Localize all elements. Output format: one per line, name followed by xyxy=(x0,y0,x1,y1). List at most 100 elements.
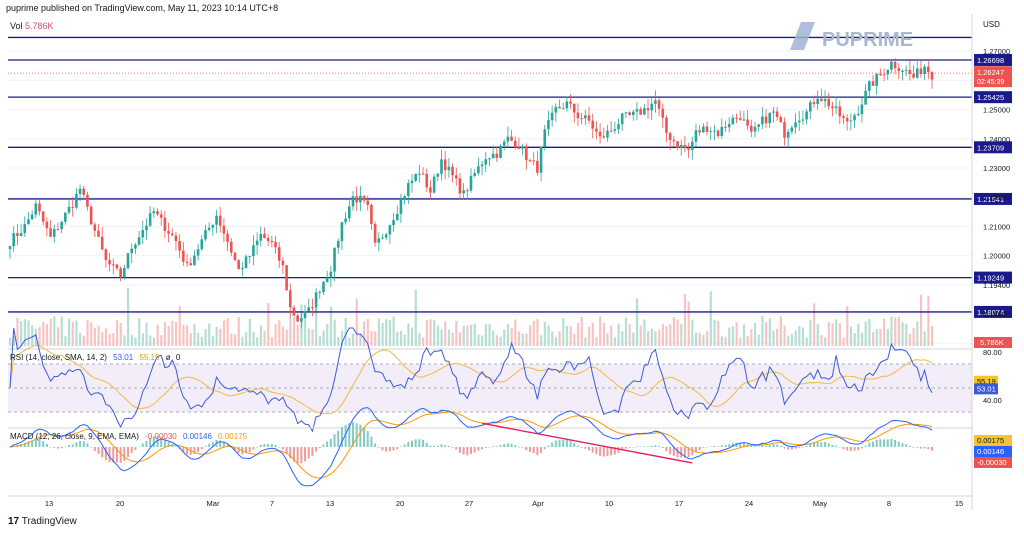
volume-bar xyxy=(31,325,34,346)
volume-bar xyxy=(871,331,875,346)
volume-bar xyxy=(798,326,801,346)
price-tick-label: 1.27000 xyxy=(983,47,1010,56)
candle-body xyxy=(403,196,406,200)
macd-histogram-bar xyxy=(433,445,436,447)
volume-bar xyxy=(82,335,85,346)
macd-histogram-bar xyxy=(919,447,922,449)
rsi-ma-tag-label: 55.19 xyxy=(977,377,996,386)
macd-histogram-bar xyxy=(237,447,240,453)
published-caption: puprime published on TradingView.com, Ma… xyxy=(6,3,279,13)
macd-histogram-bar xyxy=(820,441,823,447)
macd-histogram-bar xyxy=(79,440,82,447)
macd-histogram-bar xyxy=(742,442,745,447)
candle-body xyxy=(897,68,901,72)
candle-body xyxy=(384,234,388,238)
macd-histogram-bar xyxy=(123,447,126,461)
macd-histogram-bar xyxy=(883,439,886,447)
volume-bar xyxy=(333,319,336,346)
volume-bar xyxy=(750,329,753,346)
volume-bar xyxy=(506,324,510,346)
candle-body xyxy=(797,120,801,123)
macd-histogram-bar xyxy=(503,444,506,447)
volume-bar xyxy=(152,337,156,346)
macd-histogram-bar xyxy=(495,446,498,447)
candle-body xyxy=(266,237,270,241)
volume-bar xyxy=(669,324,672,346)
macd-histogram-bar xyxy=(554,440,557,447)
macd-histogram-bar xyxy=(739,442,742,447)
macd-histogram-bar xyxy=(222,441,225,447)
candle-body xyxy=(303,311,307,319)
volume-bar xyxy=(296,324,299,346)
macd-histogram-bar xyxy=(632,447,635,448)
volume-bar xyxy=(488,323,491,346)
candle-body xyxy=(64,212,67,222)
volume-bar xyxy=(410,327,414,346)
macd-histogram-bar xyxy=(610,447,613,456)
price-tick-label: 1.23000 xyxy=(983,164,1010,173)
candle-body xyxy=(388,225,392,235)
macd-histogram-bar xyxy=(425,442,428,447)
volume-bar xyxy=(53,316,56,346)
macd-histogram-bar xyxy=(765,445,768,447)
volume-bar xyxy=(680,323,683,346)
macd-histogram-bar xyxy=(208,443,211,447)
macd-histogram-bar xyxy=(639,446,642,448)
volume-bar xyxy=(326,323,329,346)
candle-body xyxy=(779,117,783,123)
macd-histogram-bar xyxy=(868,442,871,447)
macd-histogram-bar xyxy=(894,440,897,447)
volume-bar xyxy=(167,325,170,346)
volume-bar xyxy=(820,335,823,346)
macd-histogram-bar xyxy=(886,439,889,447)
volume-bar xyxy=(447,329,451,346)
volume-bar xyxy=(562,318,565,346)
macd-histogram-bar xyxy=(484,447,487,448)
time-tick-label: 20 xyxy=(116,499,124,508)
candle-body xyxy=(255,240,259,246)
volume-bar xyxy=(112,332,115,346)
candle-body xyxy=(927,66,930,73)
macd-histogram-bar xyxy=(167,442,170,447)
volume-bar xyxy=(665,326,668,346)
macd-histogram-bar xyxy=(60,447,63,449)
macd-histogram-bar xyxy=(621,447,624,451)
volume-bar xyxy=(455,321,458,346)
macd-histogram-bar xyxy=(296,447,299,464)
volume-bar xyxy=(838,323,841,346)
candle-body xyxy=(340,222,344,241)
macd-histogram-bar xyxy=(905,444,908,447)
candle-body xyxy=(772,111,775,113)
volume-bar xyxy=(864,321,867,346)
volume-bar xyxy=(860,332,864,346)
volume-bar xyxy=(916,321,919,346)
macd-histogram-bar xyxy=(536,447,539,456)
volume-bar xyxy=(466,325,469,346)
candle-body xyxy=(263,233,266,238)
macd-legend: MACD (12, 26, close, 9, EMA, EMA) -0.000… xyxy=(10,432,248,441)
macd-histogram-bar xyxy=(798,447,801,448)
candle-body xyxy=(709,131,713,133)
volume-bar xyxy=(912,328,915,346)
level-tag-label: 1.21941 xyxy=(977,195,1004,204)
volume-bar xyxy=(49,318,52,346)
candle-body xyxy=(738,118,742,120)
macd-histogram-bar xyxy=(521,447,524,448)
candle-body xyxy=(333,247,336,272)
candle-body xyxy=(801,119,805,121)
candle-body xyxy=(724,126,727,128)
candle-body xyxy=(82,188,86,195)
candle-body xyxy=(207,227,211,231)
macd-histogram-bar xyxy=(359,424,362,447)
volume-bar xyxy=(374,331,377,346)
volume-bar xyxy=(204,329,207,346)
volume-bar xyxy=(499,336,502,346)
candle-body xyxy=(196,249,200,256)
macd-histogram-bar xyxy=(838,447,841,448)
volume-bar xyxy=(414,289,417,346)
volume-bar xyxy=(654,331,657,346)
volume-bar xyxy=(731,326,735,346)
macd-histogram-bar xyxy=(805,445,808,447)
volume-bar xyxy=(377,318,380,346)
